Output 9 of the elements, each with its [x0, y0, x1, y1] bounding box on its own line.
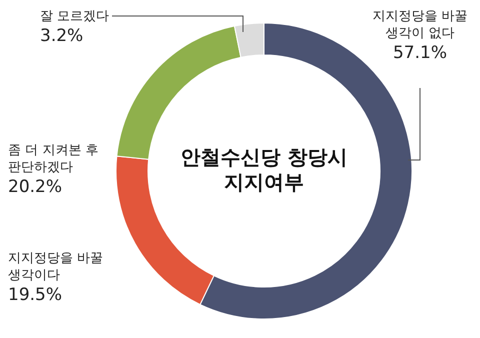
text: 안철수신당 창당시 지지여부	[180, 145, 348, 195]
slice-label: 좀 더 지켜본 후 판단하겠다	[8, 142, 100, 176]
data-label: 57.1%	[392, 42, 448, 64]
data-label: 3.2%	[40, 25, 84, 47]
data-label: 19.5%	[8, 284, 64, 306]
slice-label: 잘 모르겠다	[40, 8, 110, 25]
slice-label: 지지정당을 바꿀 생각이다	[8, 250, 104, 284]
data-label: 20.2%	[8, 176, 64, 198]
slice-label: 지지정당을 바꿀 생각이 없다	[371, 8, 469, 42]
